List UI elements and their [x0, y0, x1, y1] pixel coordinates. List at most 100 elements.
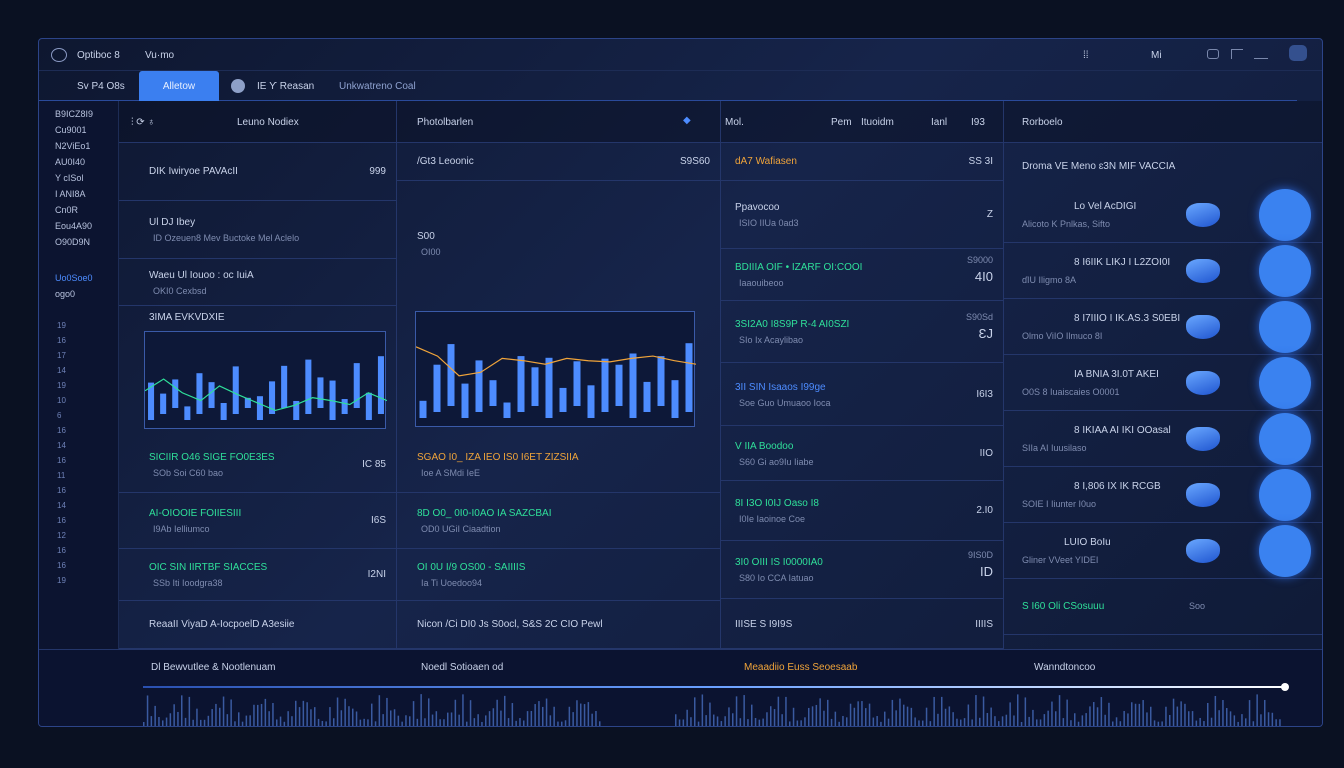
list-row[interactable]: ReaaII ViyaD A-IocpoelD A3esiie	[119, 601, 396, 649]
waveform-bar	[488, 711, 491, 726]
list-row[interactable]: 3II SIN Isaaos I99ge Soe Guo Umuaoo Ioca I…	[721, 363, 1003, 426]
portfolio-row[interactable]: 8 I,806 IX IK RCGB SOIE I Iiunter I0uo	[1004, 467, 1322, 523]
globe-icon[interactable]	[231, 79, 245, 93]
waveform-bar	[1024, 697, 1027, 726]
sidebar-tick: 16	[57, 456, 66, 465]
sidebar-item[interactable]: N2ViEo1	[55, 141, 91, 151]
timeline-handle[interactable]	[1281, 683, 1289, 691]
waveform-bar	[743, 695, 745, 726]
asset-avatar-icon[interactable]	[1259, 301, 1311, 353]
sidebar-item[interactable]: I ANI8A	[55, 189, 86, 199]
sidebar-item[interactable]: AU0I40	[55, 157, 86, 167]
asset-avatar-icon[interactable]	[1259, 525, 1311, 577]
list-row[interactable]: Ppavocoo ISIO IIUa 0ad3 Z	[721, 181, 1003, 249]
list-row[interactable]: AI-OIOOIE FOIIESIII I9Ab Ielliumco I6S	[119, 493, 396, 549]
sidebar-tick: 14	[57, 366, 66, 375]
list-row[interactable]: OI 0U I/9 OS00 - SAIIIIS Ia Ti Uoedoo94	[397, 549, 720, 601]
list-row[interactable]: 3SI2A0 I8S9P R-4 AI0SZI SIo Ix Acaylibao S…	[721, 301, 1003, 363]
waveform-bar	[146, 695, 149, 726]
portfolio-row[interactable]: 8 IKIAA AI IKI OOasal SIIa AI Iuusilaso	[1004, 411, 1322, 467]
waveform-bar	[298, 707, 301, 726]
list-row[interactable]: SICIIR O46 SIGE FO0E3ES SOb Soi C60 bao IC…	[119, 436, 396, 493]
column-header-item[interactable]: Ianl	[931, 117, 948, 128]
waveform-bar	[872, 717, 875, 726]
row-detail: SIo Ix Acaylibao	[739, 335, 804, 345]
timeline-track[interactable]	[143, 686, 1287, 688]
asset-avatar-icon[interactable]	[1259, 469, 1311, 521]
tab-active[interactable]: Alletow	[139, 71, 219, 101]
waveform-bar	[895, 710, 897, 726]
list-row[interactable]: BDIIIA OIF • IZARF OI:COOI Iaaouibeoo S900…	[721, 249, 1003, 301]
column-header-item[interactable]: Ituoidm	[861, 117, 894, 128]
list-row[interactable]: 3IMA EVKVDXIE	[119, 306, 396, 329]
menu-icon[interactable]: ⁞⁞	[1083, 50, 1089, 61]
waveform-bar	[678, 719, 681, 726]
avatar[interactable]	[1289, 45, 1307, 61]
waveform-bar	[496, 699, 498, 726]
list-row[interactable]: DIK Iwiryoe PAVAcII 999	[119, 143, 396, 201]
minimize-button[interactable]	[1207, 49, 1219, 59]
tab-2[interactable]: IE Ƴ Reasan	[257, 81, 315, 92]
list-row[interactable]: 8D O0_ 0I0-I0AO IA SAZCBAI OD0 UGiI Ciaad…	[397, 493, 720, 549]
portfolio-row[interactable]: LUIO BoIu Gliner VVeet YIDEI	[1004, 523, 1322, 579]
sidebar-item[interactable]: O90D9N	[55, 237, 91, 247]
list-row[interactable]: 8I I3O I0IJ Oaso I8 I0Ie Iaoinoe Coe 2.I0	[721, 481, 1003, 541]
waveform-bar	[534, 704, 536, 726]
list-row[interactable]: IIISE S I9I9S IIIIS	[721, 601, 1003, 649]
column-header-item[interactable]: I93	[971, 117, 985, 128]
row-unit: 9IS0D	[967, 550, 993, 560]
list-row[interactable]: Ul DJ Ibey ID Ozeuen8 Mev Buctoke Mel Acl…	[119, 201, 396, 259]
waveform-bar	[728, 707, 730, 726]
waveform-bar	[462, 694, 464, 726]
waveform-bar	[971, 719, 973, 726]
list-row[interactable]: 3I0 OIII IS I0000IA0 S80 Io CCA Iatuao 9IS…	[721, 541, 1003, 599]
sidebar-item[interactable]: Y cISol	[55, 173, 84, 183]
list-row[interactable]: S00 OI00	[397, 181, 720, 307]
waveform-bar	[853, 707, 856, 726]
back-icon[interactable]	[1254, 49, 1268, 59]
chart-bar	[685, 343, 693, 412]
waveform-bar	[838, 721, 840, 726]
list-row[interactable]: Nicon /Ci DI0 Js S0ocl, S&S 2C CIO Pewl	[397, 601, 720, 649]
tab-3[interactable]: Unkwatreno Coal	[339, 81, 416, 92]
portfolio-row[interactable]: S I60 Oli CSosuuu Soo	[1004, 579, 1322, 635]
sidebar-item[interactable]: Cn0R	[55, 205, 79, 215]
sidebar-item[interactable]: B9ICZ8I9	[55, 109, 94, 119]
waveform-bar	[378, 695, 381, 726]
user-menu[interactable]: Mi	[1151, 50, 1162, 61]
column-header-item[interactable]: Pem	[831, 117, 852, 128]
list-row[interactable]: OIC SIN IIRTBF SIACCES SSb Iti Ioodgra38 I…	[119, 549, 396, 601]
asset-avatar-icon[interactable]	[1259, 413, 1311, 465]
filter-icon[interactable]: ⫶ ⟳ ♁	[131, 117, 155, 128]
list-row[interactable]: V IIA Boodoo S60 Gi ao9Iu Iiabe IIO	[721, 426, 1003, 481]
row-value: I6I3	[976, 388, 993, 400]
waveform-bar	[226, 714, 229, 726]
sidebar-item[interactable]: Cu9001	[55, 125, 87, 135]
asset-avatar-icon[interactable]	[1259, 357, 1311, 409]
tab-left[interactable]: Sv P4 O8s	[77, 81, 125, 92]
portfolio-row[interactable]: 8 I7IIIO I IK.AS.3 S0EBI Olmo ViIO Ilmuco…	[1004, 299, 1322, 355]
waveform-bar	[1184, 703, 1186, 726]
app-logo-icon[interactable]	[51, 48, 67, 62]
maximize-button[interactable]	[1231, 49, 1243, 59]
portfolio-row[interactable]: IA BNIA 3I.0T AKEI O0S 8 Iuaiscaies O0001	[1004, 355, 1322, 411]
chart-bar	[657, 356, 665, 406]
waveform-bar	[724, 716, 726, 726]
list-row[interactable]: Waeu Ul Iouoo : oc IuiA OKI0 Cexbsd	[119, 259, 396, 306]
list-row[interactable]: SGAO I0_ IZA IEO IS0 I6ET ZIZSIIA Ioe A S…	[397, 436, 720, 493]
waveform-bar	[1100, 697, 1103, 726]
waveform-bar	[245, 715, 248, 726]
asset-avatar-icon[interactable]	[1259, 245, 1311, 297]
waveform-bar	[359, 719, 362, 726]
list-row[interactable]: /Gt3 Leoonic S9S60	[397, 143, 720, 181]
sidebar-item[interactable]: ogo0	[55, 289, 76, 299]
row-value: SS 3I	[968, 156, 993, 167]
sidebar-item[interactable]: Eou4A90	[55, 221, 93, 231]
portfolio-row[interactable]: Lo Vel AcDIGI Alicoto K Pnlkas, Sifto	[1004, 187, 1322, 243]
column-header-item[interactable]: Mol.	[725, 117, 744, 128]
portfolio-row[interactable]: 8 I6IIK LIKJ I L2ZOI0I ɗIU Iligmo 8A	[1004, 243, 1322, 299]
sidebar-item[interactable]: Uo0Soe0	[55, 273, 93, 283]
bell-icon[interactable]: ◆	[683, 115, 691, 126]
asset-avatar-icon[interactable]	[1259, 189, 1311, 241]
list-row[interactable]: dA7 Wafiasen SS 3I	[721, 143, 1003, 181]
